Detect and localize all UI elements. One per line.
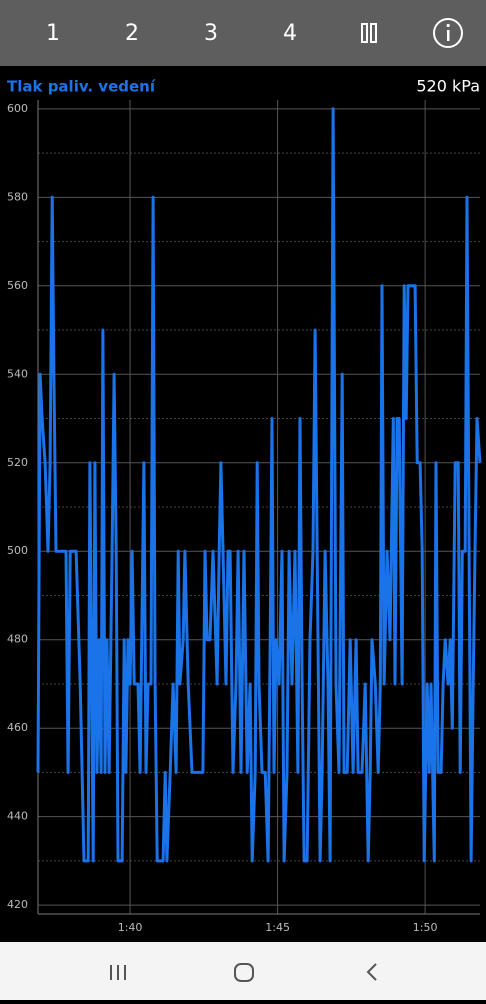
top-bar bbox=[0, 0, 486, 66]
y-tick-label: 580 bbox=[7, 190, 28, 203]
x-tick-label: 1:40 bbox=[118, 921, 143, 934]
nav-bar bbox=[0, 942, 486, 1000]
current-value: 520 kPa bbox=[416, 77, 480, 96]
recent-apps-button[interactable] bbox=[110, 965, 126, 980]
y-tick-label: 480 bbox=[7, 633, 28, 646]
y-tick-label: 440 bbox=[7, 810, 28, 823]
tab[interactable]: 1 bbox=[46, 21, 60, 46]
y-tick-label: 600 bbox=[7, 102, 28, 115]
y-tick-label: 540 bbox=[7, 367, 28, 380]
back-button[interactable] bbox=[366, 963, 377, 981]
y-tick-label: 460 bbox=[7, 721, 28, 734]
pause-button[interactable] bbox=[361, 23, 377, 43]
y-tick-label: 500 bbox=[7, 544, 28, 557]
tab[interactable]: 4 bbox=[283, 21, 297, 46]
info-button[interactable] bbox=[433, 18, 463, 48]
home-button[interactable] bbox=[234, 963, 254, 982]
x-tick-label: 1:50 bbox=[413, 921, 438, 934]
y-tick-label: 520 bbox=[7, 456, 28, 469]
tab[interactable]: 3 bbox=[204, 21, 218, 46]
chart-title: Tlak paliv. vedení bbox=[7, 78, 156, 96]
data-line bbox=[36, 107, 482, 863]
x-tick-label: 1:45 bbox=[265, 921, 290, 934]
tab[interactable]: 2 bbox=[125, 21, 139, 46]
y-tick-label: 420 bbox=[7, 898, 28, 911]
y-tick-label: 560 bbox=[7, 279, 28, 292]
